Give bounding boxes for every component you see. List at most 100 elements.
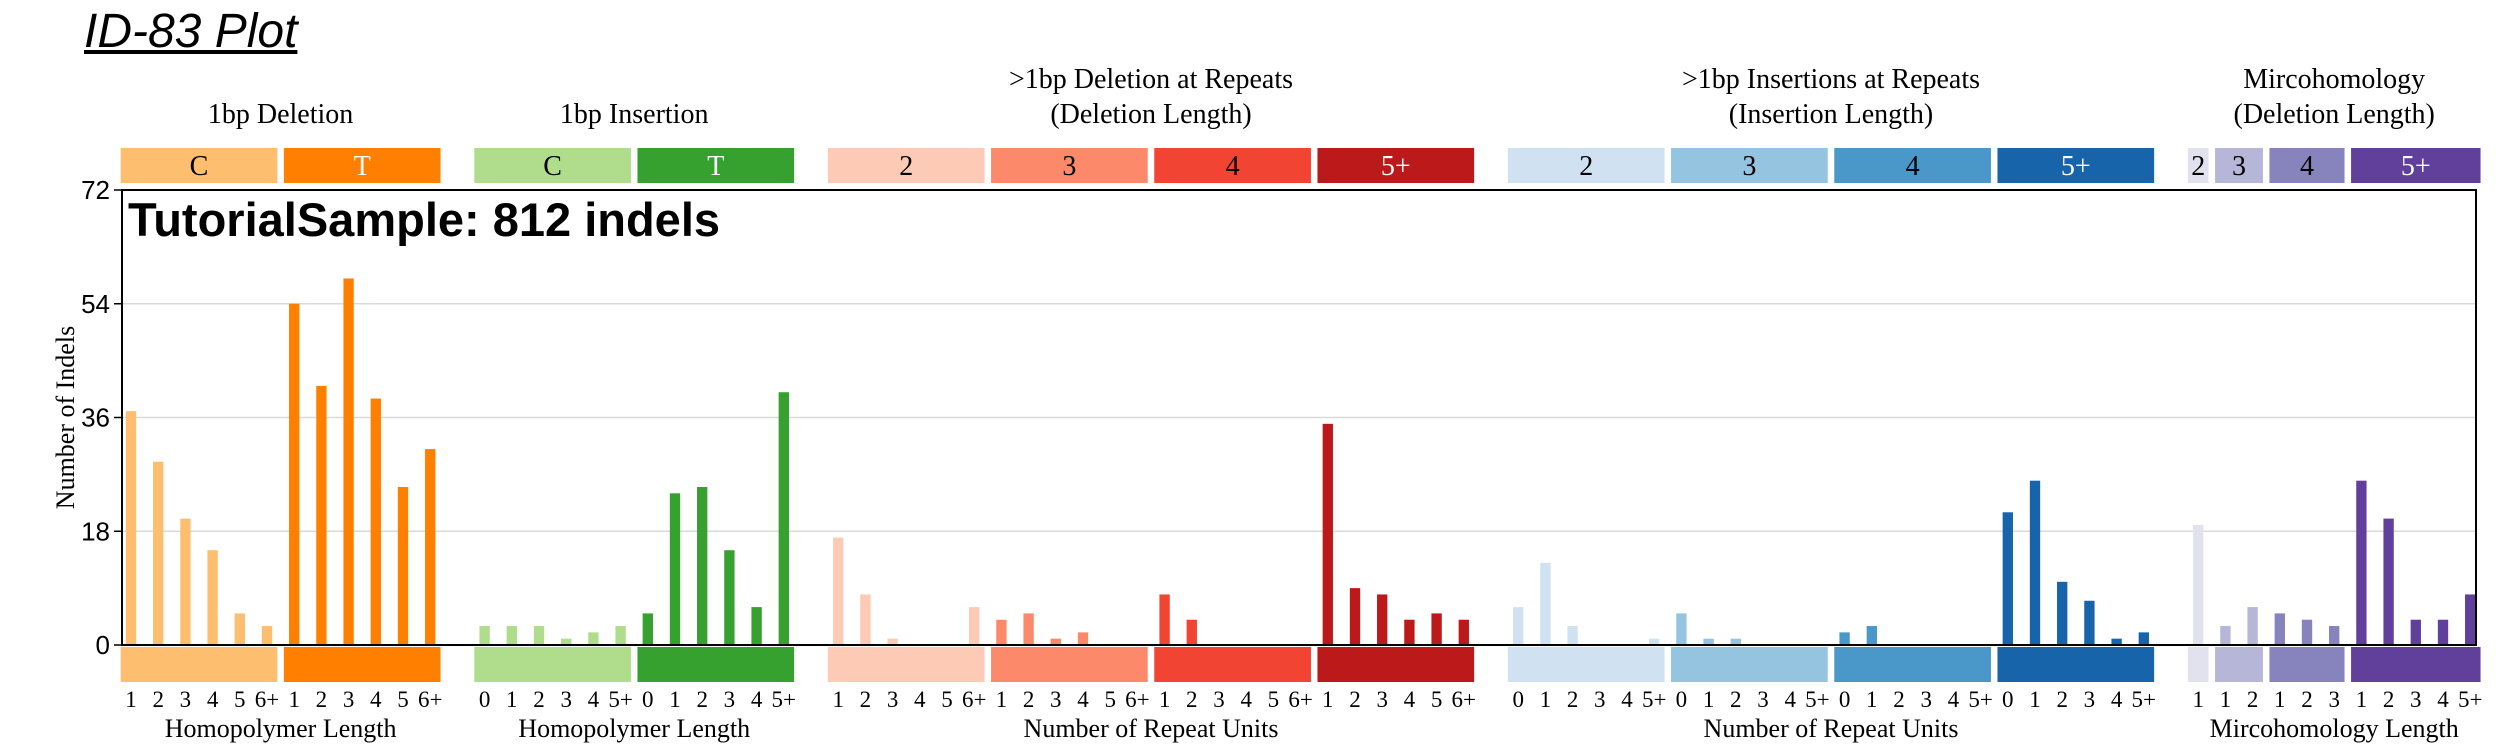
bar	[887, 638, 898, 645]
x-tick-label: 4	[207, 687, 219, 712]
category-label: 2	[2191, 151, 2205, 182]
bar	[2029, 480, 2041, 645]
category-block-bottom	[1317, 647, 1475, 682]
bar	[1458, 619, 1469, 645]
bar	[724, 550, 735, 645]
x-tick-label: 0	[2002, 687, 2014, 712]
bar	[125, 411, 137, 645]
group-header: >1bp Deletion at Repeats	[1009, 64, 1293, 95]
bar	[234, 613, 245, 645]
group-header: Mircohomology	[2243, 64, 2425, 95]
y-tick-label: 54	[81, 289, 110, 319]
x-tick-label: 2	[2247, 687, 2259, 712]
category-block-top	[827, 148, 985, 183]
category-block-top	[1997, 148, 2155, 183]
category-block-bottom	[991, 647, 1148, 682]
x-tick-label: 4	[1404, 687, 1416, 712]
group-xlabel: Number of Repeat Units	[1704, 714, 1959, 743]
category-block-top	[1507, 148, 1665, 183]
bar	[697, 487, 708, 645]
x-tick-label: 0	[1676, 687, 1688, 712]
category-block-bottom	[2187, 647, 2209, 682]
x-tick-label: 1	[1322, 687, 1334, 712]
x-tick-label: 5	[1104, 687, 1116, 712]
y-tick-label: 0	[96, 630, 110, 660]
x-tick-label: 0	[479, 687, 491, 712]
category-block-top	[120, 148, 278, 183]
category-label: 4	[1226, 151, 1240, 182]
bar	[2220, 626, 2231, 645]
category-block-bottom	[2215, 647, 2263, 682]
bar	[1839, 632, 1850, 645]
bar	[533, 626, 545, 645]
group-xlabel: Number of Repeat Units	[1024, 714, 1279, 743]
category-block-top	[637, 148, 795, 183]
x-tick-label: 1	[2220, 687, 2232, 712]
bar	[1540, 562, 1551, 645]
x-tick-label: 5	[1431, 687, 1443, 712]
bar	[1050, 638, 1061, 645]
chart-title: TutorialSample: 812 indels	[128, 193, 720, 246]
bar	[669, 493, 681, 645]
group-xlabel: Mircohomology Length	[2210, 714, 2459, 743]
category-block-bottom	[1834, 647, 1991, 682]
bar	[969, 607, 980, 645]
x-tick-label: 3	[1050, 687, 1062, 712]
bar	[2437, 619, 2449, 645]
grid-layer	[122, 303, 2476, 532]
x-tick-label: 2	[2056, 687, 2068, 712]
x-tick-label: 2	[533, 687, 545, 712]
x-tick-label: 2	[1023, 687, 1035, 712]
x-tick-label: 3	[343, 687, 355, 712]
bar	[397, 487, 409, 645]
x-tick-label: 3	[2410, 687, 2422, 712]
x-tick-label: 5+	[2458, 687, 2482, 712]
x-tick-label: 3	[2328, 687, 2340, 712]
x-tick-label: 2	[152, 687, 164, 712]
x-tick-label: 4	[751, 687, 763, 712]
category-block-bottom	[283, 647, 441, 682]
bar	[2465, 594, 2476, 645]
bar	[370, 398, 381, 645]
group-header: (Deletion Length)	[1050, 99, 1251, 130]
x-tick-label: 3	[1376, 687, 1388, 712]
category-block-bottom	[637, 647, 795, 682]
category-label: 5+	[2401, 151, 2431, 182]
bar	[506, 626, 517, 645]
bar	[2111, 638, 2122, 645]
x-tick-label: 1	[1866, 687, 1878, 712]
bar	[425, 449, 436, 645]
x-tick-label: 4	[588, 687, 600, 712]
x-tick-label: 2	[2301, 687, 2313, 712]
bar	[1866, 626, 1877, 645]
bar	[1513, 607, 1524, 645]
x-tick-label: 1	[669, 687, 681, 712]
x-tick-label: 1	[2192, 687, 2204, 712]
category-label: 3	[1062, 151, 1076, 182]
category-block-bottom	[1671, 647, 1828, 682]
x-tick-label: 4	[1240, 687, 1252, 712]
x-tick-label: 2	[2383, 687, 2395, 712]
category-block-bottom	[1997, 647, 2155, 682]
x-tick-label: 1	[832, 687, 844, 712]
bar-layer	[125, 278, 2476, 645]
x-tick-label: 1	[2274, 687, 2286, 712]
category-block-top	[1671, 148, 1828, 183]
bar	[751, 607, 762, 645]
category-block-top	[1317, 148, 1475, 183]
bar	[1159, 594, 1170, 645]
x-tick-label: 4	[370, 687, 382, 712]
bar	[1567, 626, 1578, 645]
x-tick-label: 3	[887, 687, 899, 712]
x-tick-label: 2	[1567, 687, 1579, 712]
category-label: 3	[1742, 151, 1756, 182]
x-tick-label: 6+	[1125, 687, 1149, 712]
x-tick-label: 5+	[608, 687, 632, 712]
category-label: T	[354, 151, 371, 182]
category-block-bottom	[1507, 647, 1665, 682]
bar	[778, 392, 789, 645]
x-tick-label: 5	[1268, 687, 1280, 712]
category-block-bottom	[2269, 647, 2345, 682]
bar	[2356, 480, 2367, 645]
